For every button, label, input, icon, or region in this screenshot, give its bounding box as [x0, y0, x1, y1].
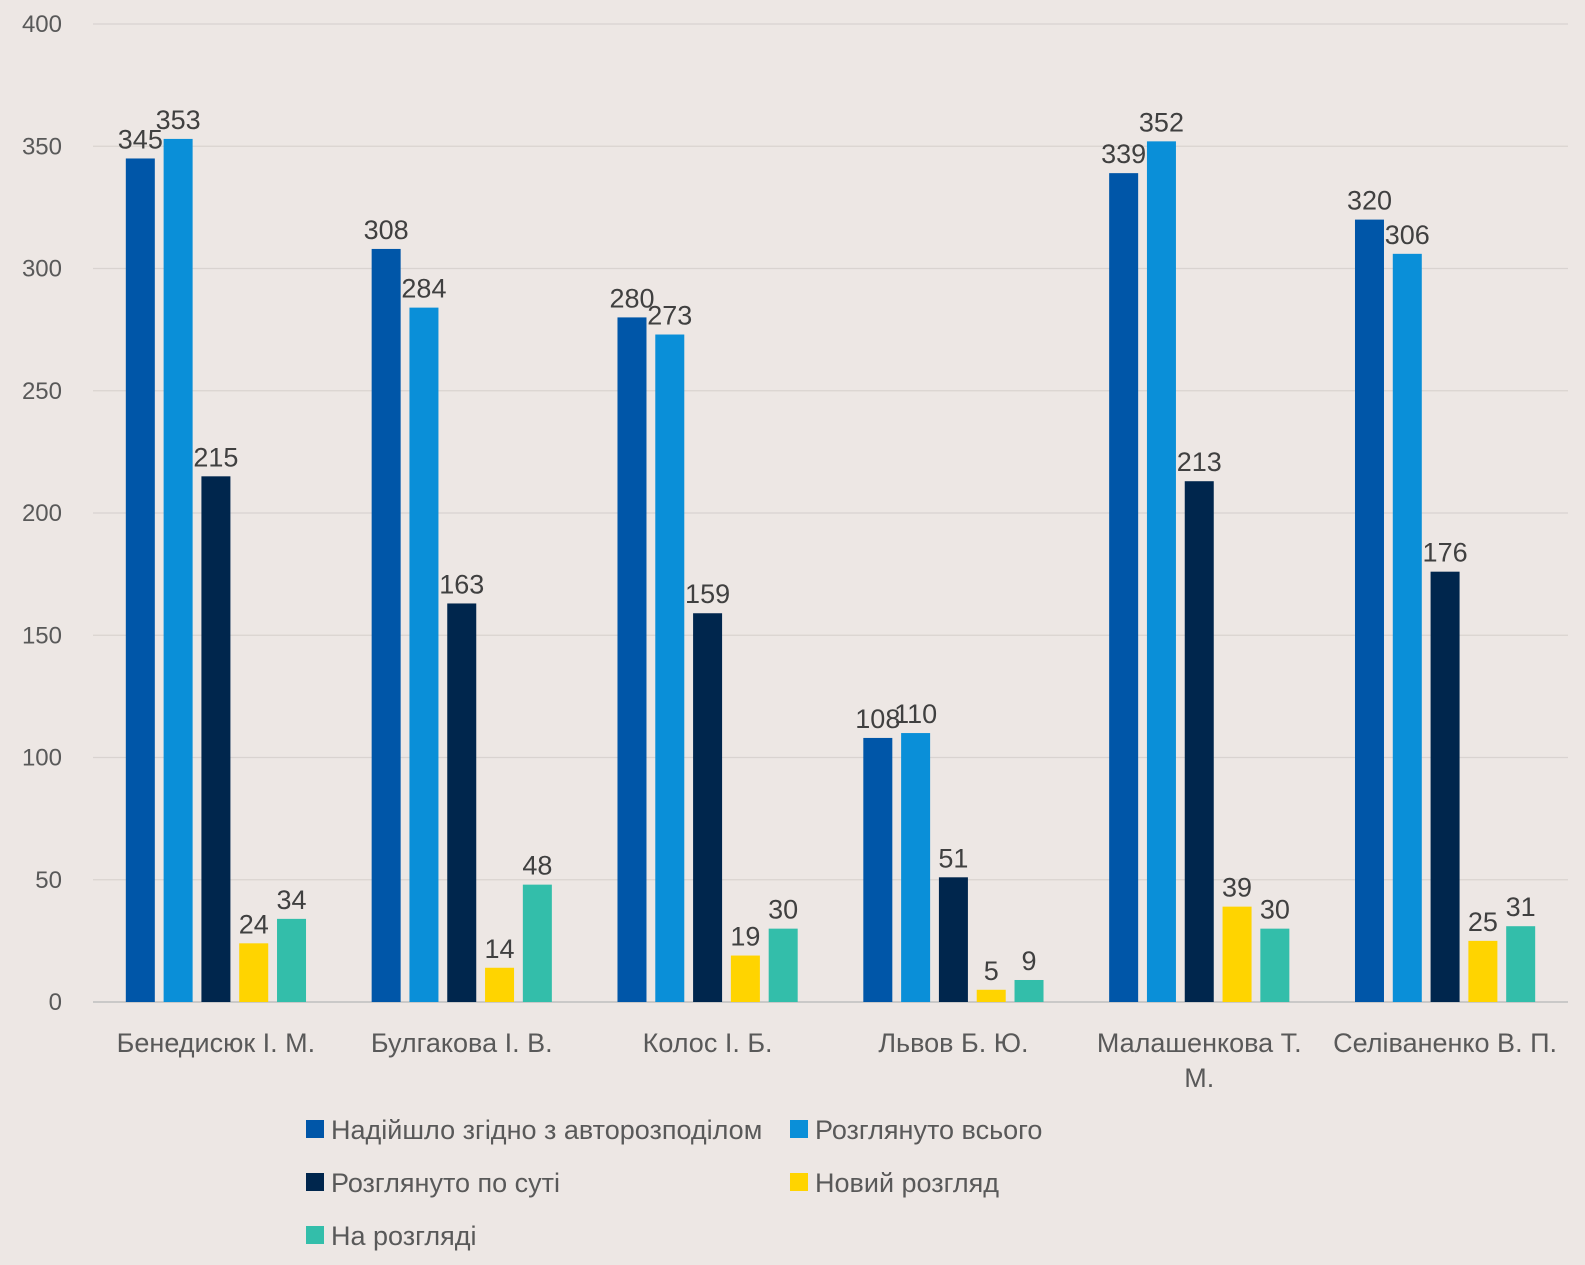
- bar: [125, 158, 155, 1003]
- y-tick-label: 400: [22, 11, 62, 38]
- bar: [863, 737, 893, 1002]
- x-tick-label: Булгакова І. В.: [371, 1028, 553, 1058]
- y-tick-label: 300: [22, 256, 62, 283]
- data-label: 176: [1423, 538, 1468, 568]
- data-label: 39: [1222, 873, 1252, 903]
- data-label: 24: [239, 909, 269, 939]
- data-label: 30: [1260, 895, 1290, 925]
- bar: [447, 603, 477, 1002]
- legend-swatch: [306, 1120, 324, 1138]
- x-tick-label: Малашенкова Т.: [1097, 1028, 1302, 1058]
- bar: [617, 317, 647, 1002]
- x-tick-label: М.: [1184, 1063, 1214, 1093]
- legend-swatch: [306, 1173, 324, 1191]
- data-label: 31: [1506, 892, 1536, 922]
- y-tick-label: 150: [22, 622, 62, 649]
- bar: [693, 613, 723, 1002]
- legend-label: На розгляді: [331, 1221, 477, 1251]
- data-label: 339: [1101, 139, 1146, 169]
- data-label: 108: [855, 704, 900, 734]
- data-label: 308: [364, 215, 409, 245]
- bar: [1468, 940, 1498, 1002]
- bar: [1109, 173, 1139, 1002]
- bar: [163, 138, 193, 1003]
- bar: [938, 877, 968, 1002]
- data-label: 320: [1347, 186, 1392, 216]
- x-tick-label: Львов Б. Ю.: [878, 1028, 1028, 1058]
- legend-label: Розглянуто по суті: [331, 1168, 560, 1198]
- y-tick-label: 0: [49, 989, 62, 1016]
- bar: [277, 918, 307, 1002]
- data-label: 352: [1139, 107, 1184, 137]
- data-label: 306: [1385, 220, 1430, 250]
- bar: [239, 943, 269, 1002]
- data-label: 14: [485, 934, 515, 964]
- y-tick-label: 100: [22, 745, 62, 772]
- y-tick-label: 50: [35, 867, 62, 894]
- bar: [655, 334, 685, 1002]
- bar: [1184, 481, 1214, 1003]
- bar: [901, 733, 931, 1002]
- y-tick-label: 250: [22, 378, 62, 405]
- bar: [1146, 141, 1176, 1003]
- bar: [976, 989, 1006, 1002]
- data-label: 25: [1468, 907, 1498, 937]
- data-label: 5: [984, 956, 999, 986]
- legend-swatch: [790, 1120, 808, 1138]
- y-tick-label: 200: [22, 500, 62, 527]
- data-label: 9: [1022, 946, 1037, 976]
- bar: [1260, 928, 1290, 1002]
- data-label: 215: [193, 442, 238, 472]
- bar: [1392, 253, 1422, 1002]
- bar: [201, 476, 231, 1002]
- data-label: 159: [685, 579, 730, 609]
- bar: [371, 248, 401, 1002]
- data-label: 30: [768, 895, 798, 925]
- bar: [768, 928, 798, 1002]
- data-label: 213: [1177, 447, 1222, 477]
- legend-label: Новий розгляд: [815, 1168, 999, 1198]
- data-label: 345: [118, 124, 163, 154]
- bar: [1354, 219, 1384, 1003]
- x-tick-label: Бенедисюк І. М.: [117, 1028, 315, 1058]
- bar: [409, 307, 439, 1002]
- data-label: 284: [401, 274, 446, 304]
- legend-swatch: [790, 1173, 808, 1191]
- bar: [1430, 571, 1460, 1002]
- data-label: 48: [522, 851, 552, 881]
- bar: [485, 967, 515, 1002]
- bar: [1014, 979, 1044, 1002]
- bar: [522, 884, 552, 1002]
- y-tick-label: 350: [22, 133, 62, 160]
- data-label: 110: [894, 699, 937, 729]
- data-label: 273: [647, 301, 692, 331]
- bar: [730, 955, 760, 1002]
- x-tick-label: Селіваненко В. П.: [1333, 1028, 1557, 1058]
- legend-label: Розглянуто всього: [815, 1115, 1042, 1145]
- data-label: 353: [156, 105, 201, 135]
- data-label: 34: [276, 885, 306, 915]
- data-label: 51: [938, 843, 968, 873]
- x-tick-label: Колос І. Б.: [643, 1028, 773, 1058]
- legend-swatch: [306, 1226, 324, 1244]
- bar: [1222, 906, 1252, 1002]
- bar: [1506, 926, 1536, 1002]
- data-label: 280: [609, 283, 654, 313]
- data-label: 19: [730, 922, 760, 952]
- legend-label: Надійшло згідно з авторозподілом: [331, 1115, 762, 1145]
- data-label: 163: [439, 569, 484, 599]
